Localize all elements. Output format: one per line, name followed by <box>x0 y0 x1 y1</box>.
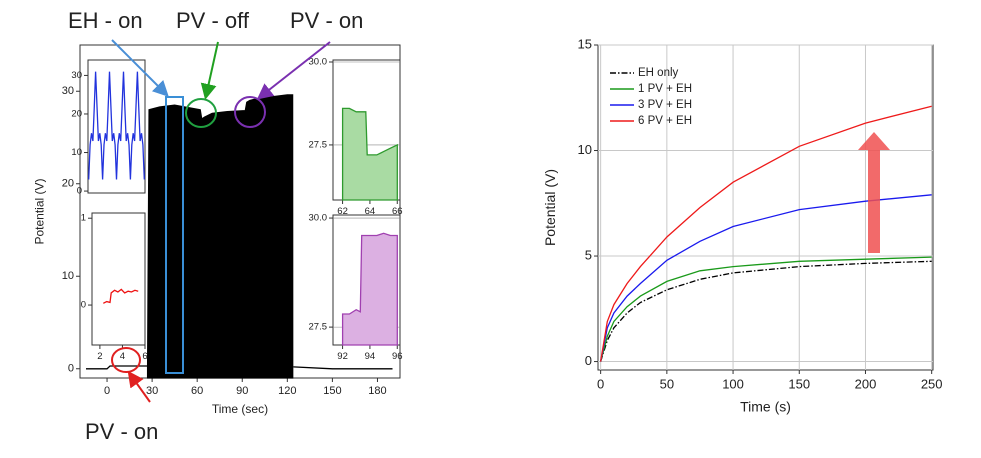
arrow <box>111 39 169 97</box>
annotation: EH - on <box>68 8 143 33</box>
legend-label: 3 PV + EH <box>638 99 692 111</box>
y-tick-label: 0 <box>68 363 74 375</box>
y-tick-label: 30.0 <box>309 57 328 68</box>
line <box>599 260 932 362</box>
x-tick-label: 60 <box>191 385 203 397</box>
y-tick-label: 0 <box>81 300 86 311</box>
x-tick-label: 62 <box>337 206 348 217</box>
x-tick-label: 96 <box>392 351 403 362</box>
x-tick-label: 66 <box>392 206 403 217</box>
x-tick-label: 150 <box>323 385 341 397</box>
y-tick-label: 10 <box>578 142 592 157</box>
line <box>599 256 932 362</box>
y-tick-label: 30.0 <box>309 213 328 224</box>
y-axis-label: Potential (V) <box>33 178 47 244</box>
x-tick-label: 150 <box>788 376 810 391</box>
x-tick-label: 92 <box>337 351 348 362</box>
y-tick-label: 0 <box>585 353 592 368</box>
x-tick-label: 100 <box>722 376 744 391</box>
area <box>341 232 398 346</box>
x-tick-label: 2 <box>97 351 102 362</box>
y-tick-label: 10 <box>62 270 74 282</box>
y-tick-label: 1 <box>81 213 86 224</box>
increase-arrow <box>858 132 890 253</box>
area <box>146 94 294 379</box>
y-tick-label: 5 <box>585 247 592 262</box>
x-axis-label: Time (s) <box>740 398 791 414</box>
y-tick-label: 30 <box>71 70 82 81</box>
annotation: PV - off <box>176 8 250 33</box>
x-tick-label: 250 <box>921 376 943 391</box>
legend-label: 6 PV + EH <box>638 115 692 127</box>
y-tick-label: 15 <box>578 36 592 51</box>
y-tick-label: 27.5 <box>309 322 328 333</box>
y-tick-label: 20 <box>62 178 74 190</box>
line <box>88 71 145 180</box>
y-tick-label: 10 <box>71 147 82 158</box>
legend-label: 1 PV + EH <box>638 83 692 95</box>
y-axis-label: Potential (V) <box>542 169 558 246</box>
x-tick-label: 180 <box>368 385 386 397</box>
x-tick-label: 94 <box>365 351 376 362</box>
x-tick-label: 90 <box>236 385 248 397</box>
line <box>599 194 932 362</box>
x-tick-label: 120 <box>278 385 296 397</box>
highlight-circle <box>234 96 266 128</box>
annotation: PV - on <box>85 419 158 444</box>
y-tick-label: 20 <box>71 108 82 119</box>
annotation: PV - on <box>290 8 363 33</box>
highlight-box <box>165 96 184 374</box>
arrow <box>127 370 151 403</box>
y-tick-label: 30 <box>62 85 74 97</box>
x-axis-label: Time (sec) <box>212 402 268 416</box>
x-tick-label: 0 <box>597 376 604 391</box>
x-tick-label: 200 <box>855 376 877 391</box>
line <box>86 365 393 370</box>
area <box>341 107 398 201</box>
y-tick-label: 0 <box>77 186 82 197</box>
y-tick-label: 27.5 <box>309 139 328 150</box>
x-tick-label: 6 <box>142 351 147 362</box>
x-tick-label: 4 <box>120 351 125 362</box>
x-tick-label: 30 <box>146 385 158 397</box>
x-tick-label: 0 <box>104 385 110 397</box>
line <box>103 288 139 304</box>
arrow <box>256 41 331 100</box>
annotation-shapes <box>111 39 890 403</box>
x-tick-label: 50 <box>660 376 674 391</box>
x-tick-label: 64 <box>365 206 376 217</box>
legend-label: EH only <box>638 67 679 79</box>
line <box>599 105 932 362</box>
plot-frame <box>91 212 146 346</box>
arrow <box>200 41 219 100</box>
highlight-circle <box>111 347 141 373</box>
